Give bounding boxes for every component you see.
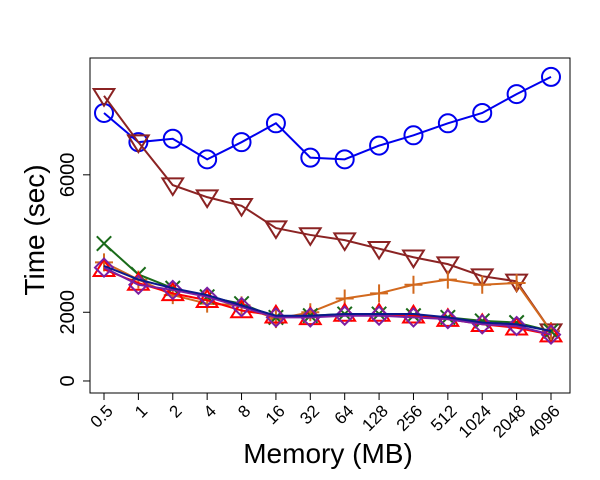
plus-series-point xyxy=(370,284,389,303)
plus-series-point xyxy=(438,270,457,289)
circle-series-point xyxy=(197,149,218,170)
plus-series-point xyxy=(404,275,423,294)
triangle-down-series-point xyxy=(470,268,495,288)
triangle-down-series-point xyxy=(332,232,357,252)
y-tick-label: 0 xyxy=(57,375,79,386)
circle-series-point xyxy=(437,113,458,134)
x-tick-label: 128 xyxy=(358,401,391,434)
diamond-series-line xyxy=(103,266,552,336)
x-tick-label: 32 xyxy=(296,401,323,428)
y-axis-label: Time (sec) xyxy=(19,164,50,295)
triangle-down-series-point xyxy=(160,177,185,197)
x-axis-label: Memory (MB) xyxy=(243,438,413,469)
diamond-series-point xyxy=(334,305,356,327)
x-tick-label: 2 xyxy=(165,401,185,421)
circle-series-point xyxy=(265,113,286,134)
circle-series-point xyxy=(300,147,321,168)
x-tick-label: 1024 xyxy=(455,401,495,441)
circle-series-point xyxy=(541,66,561,87)
circle-series-point xyxy=(334,149,355,170)
diamond-series-point xyxy=(368,305,390,327)
triangle-down-series-point xyxy=(401,249,426,270)
x-tick-label: 0.5 xyxy=(87,401,117,431)
cross-series-point xyxy=(543,323,559,340)
diamond-series-point xyxy=(540,324,562,346)
cross-series-point xyxy=(96,235,112,252)
diamond-series-point xyxy=(93,257,115,279)
triangle-down-series-point xyxy=(435,256,460,276)
triangle-down-series-point xyxy=(91,88,117,108)
circle-series-point xyxy=(403,125,424,146)
circle-series-point xyxy=(369,135,390,156)
x-tick-label: 4 xyxy=(200,401,220,421)
triangle-down-series-point xyxy=(263,220,289,240)
circle-series-point xyxy=(162,128,183,149)
triangle-down-series-point xyxy=(298,227,323,247)
circle-series xyxy=(94,66,561,170)
plus-series xyxy=(95,253,560,341)
x-tick-label: 64 xyxy=(331,401,358,428)
circle-series-point xyxy=(506,84,527,105)
x-tick-label: 2048 xyxy=(489,401,529,441)
plus-series-point xyxy=(507,274,526,293)
plot-frame xyxy=(89,57,571,394)
y-tick-label: 6000 xyxy=(57,153,79,198)
x-tick-label: 256 xyxy=(393,401,426,434)
y-tick-label: 2000 xyxy=(57,290,79,335)
triangle-down-series-point xyxy=(366,240,392,261)
x-tick-label: 8 xyxy=(234,401,254,421)
triangle-down-series-point xyxy=(229,197,254,218)
blue-line-series-line xyxy=(103,264,552,333)
blue-line-series xyxy=(103,264,552,333)
circle-series-line xyxy=(103,76,552,161)
x-tick-label: 16 xyxy=(262,401,289,428)
triangle-down-series-point xyxy=(195,189,220,209)
x-tick-label: 4096 xyxy=(524,401,564,441)
x-tick-label: 1 xyxy=(131,401,151,421)
circle-series-point xyxy=(472,102,493,123)
triangle-down-series-point xyxy=(126,134,151,154)
circle-series-point xyxy=(231,132,252,153)
series-layer xyxy=(91,66,564,346)
plus-series-point xyxy=(473,275,492,294)
triangle-down-series xyxy=(91,88,564,343)
